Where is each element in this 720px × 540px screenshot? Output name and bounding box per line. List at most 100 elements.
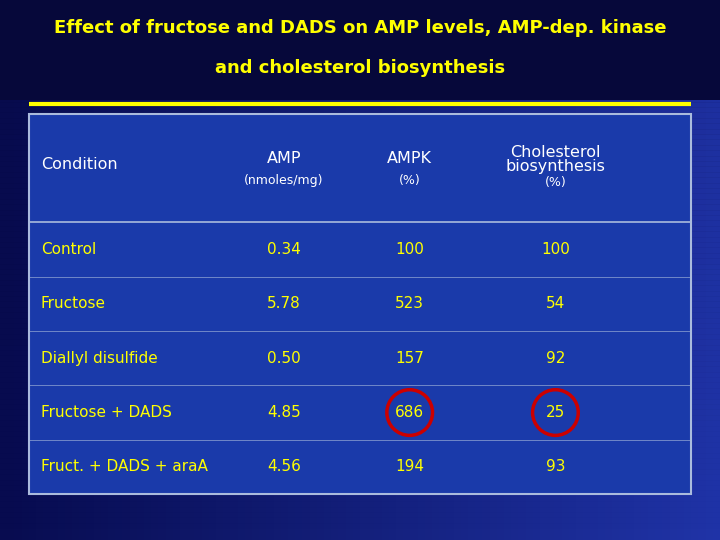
Bar — [0, 64, 720, 70]
Bar — [475, 0, 483, 540]
Bar — [158, 0, 166, 540]
Bar — [259, 0, 267, 540]
Bar — [0, 291, 720, 297]
Text: 4.56: 4.56 — [267, 460, 301, 475]
Bar — [0, 123, 720, 130]
Bar — [0, 388, 720, 394]
Bar — [0, 355, 720, 362]
Bar — [187, 0, 195, 540]
Bar — [0, 85, 720, 92]
Text: 54: 54 — [546, 296, 565, 311]
Bar — [0, 258, 720, 265]
Bar — [0, 480, 720, 486]
Bar — [446, 0, 454, 540]
Bar — [274, 0, 282, 540]
Bar — [14, 0, 22, 540]
Bar — [0, 517, 720, 524]
Bar — [0, 409, 720, 416]
Bar — [0, 328, 720, 335]
Bar — [0, 393, 720, 400]
Bar — [0, 4, 720, 11]
Bar — [0, 507, 720, 513]
Bar — [655, 0, 663, 540]
Bar — [29, 114, 691, 494]
Bar — [0, 339, 720, 346]
Bar — [151, 0, 159, 540]
Bar — [0, 42, 720, 49]
Bar — [324, 0, 332, 540]
Bar — [0, 80, 720, 86]
Bar — [0, 188, 720, 194]
Bar — [0, 301, 720, 308]
Bar — [641, 0, 649, 540]
Bar — [713, 0, 720, 540]
Bar — [583, 0, 591, 540]
Bar — [7, 0, 15, 540]
Bar — [0, 264, 720, 270]
Bar — [382, 0, 390, 540]
Bar — [554, 0, 562, 540]
Bar — [115, 0, 123, 540]
Bar — [518, 0, 526, 540]
Bar — [22, 0, 30, 540]
Bar — [0, 134, 720, 140]
Bar — [0, 58, 720, 65]
Bar — [619, 0, 627, 540]
Bar — [0, 53, 720, 59]
Bar — [0, 350, 720, 356]
Bar — [482, 0, 490, 540]
Bar — [245, 0, 253, 540]
Bar — [698, 0, 706, 540]
Bar — [0, 280, 720, 286]
Bar — [389, 0, 397, 540]
Text: 523: 523 — [395, 296, 424, 311]
Bar — [0, 334, 720, 340]
Bar — [576, 0, 584, 540]
Bar — [209, 0, 217, 540]
Bar — [0, 145, 720, 151]
Bar — [691, 0, 699, 540]
Bar — [0, 296, 720, 302]
Bar — [0, 210, 720, 216]
Bar — [590, 0, 598, 540]
Bar — [0, 31, 720, 38]
Bar — [0, 177, 720, 184]
Bar — [281, 0, 289, 540]
Bar — [0, 372, 720, 378]
Bar — [0, 26, 720, 32]
Bar — [0, 15, 720, 22]
Text: Control: Control — [41, 242, 96, 257]
Bar — [634, 0, 642, 540]
Bar — [670, 0, 678, 540]
Bar — [29, 0, 37, 540]
Bar — [0, 458, 720, 464]
Bar — [0, 107, 720, 113]
Bar — [684, 0, 692, 540]
Bar — [0, 431, 720, 437]
Bar — [439, 0, 447, 540]
Bar — [0, 166, 720, 173]
Bar — [338, 0, 346, 540]
Bar — [0, 150, 720, 157]
Bar — [0, 242, 720, 248]
Bar — [108, 0, 116, 540]
Bar — [0, 366, 720, 373]
Bar — [0, 415, 720, 421]
Bar — [0, 193, 720, 200]
Bar — [302, 0, 310, 540]
Bar — [0, 512, 720, 518]
Bar — [418, 0, 426, 540]
Bar — [0, 48, 720, 54]
Bar — [0, 112, 720, 119]
Bar — [180, 0, 188, 540]
Bar — [310, 0, 318, 540]
Bar — [43, 0, 51, 540]
Bar — [547, 0, 555, 540]
Bar — [0, 215, 720, 221]
Text: 157: 157 — [395, 350, 424, 366]
Bar — [0, 501, 720, 508]
Text: AMPK: AMPK — [387, 151, 432, 166]
Bar — [0, 474, 720, 481]
Text: Cholesterol: Cholesterol — [510, 145, 600, 160]
Text: 686: 686 — [395, 405, 424, 420]
